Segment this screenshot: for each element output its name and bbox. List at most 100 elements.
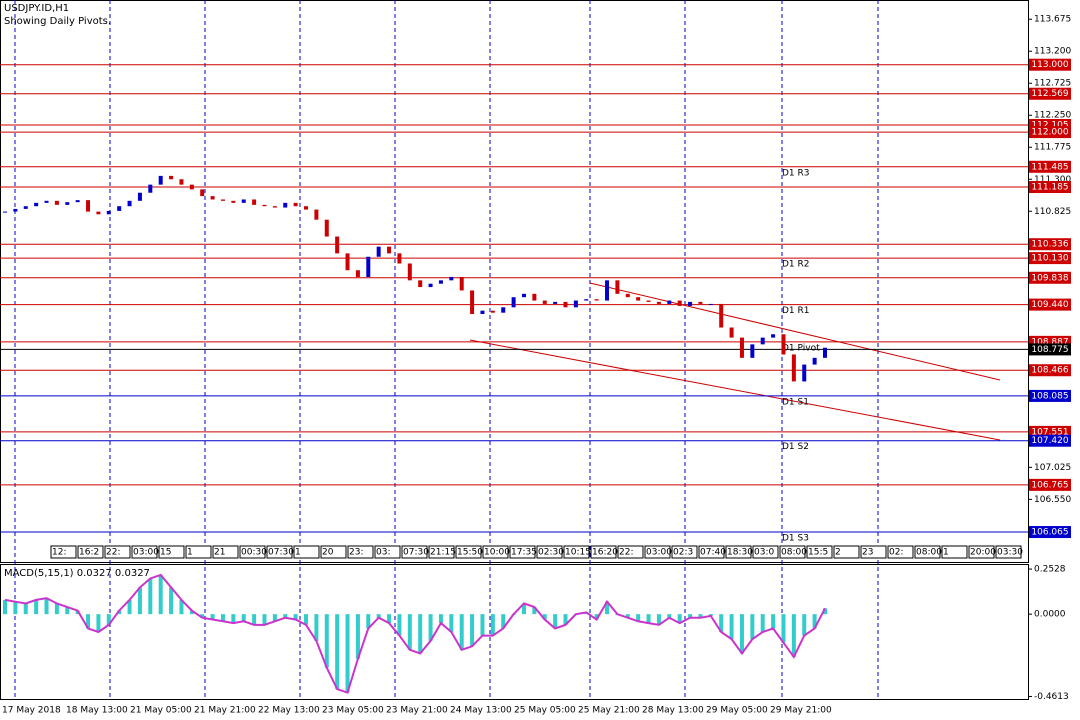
macd-title: MACD(5,15,1) 0.0327 0.0327 xyxy=(4,568,150,579)
macd-bar xyxy=(200,614,205,618)
y-tick-label: 0.0000 xyxy=(1034,610,1066,620)
time-tag: 1 xyxy=(295,548,301,558)
level-tag xyxy=(1029,478,1071,491)
time-tag: 08:00 xyxy=(916,548,942,558)
level-label: 108.887 xyxy=(1031,337,1068,347)
pivot-label: D1 R1 xyxy=(782,306,810,316)
level-label: 106.765 xyxy=(1031,480,1068,490)
macd-bar xyxy=(220,614,225,622)
level-label: 112.000 xyxy=(1031,128,1068,138)
macd-bar xyxy=(137,587,142,615)
y-tick-label: 0.2528 xyxy=(1034,565,1066,575)
macd-bar xyxy=(86,614,91,629)
time-tag-box xyxy=(104,545,131,559)
candle xyxy=(532,293,537,301)
candle xyxy=(449,276,454,281)
time-tag-box xyxy=(212,545,239,559)
macd-bar xyxy=(179,599,184,615)
x-tick-label: 22 May 13:00 xyxy=(258,706,320,716)
time-tag: 03:30 xyxy=(997,548,1023,558)
candle xyxy=(594,299,599,301)
level-label: 109.440 xyxy=(1031,300,1068,310)
macd-bar xyxy=(283,614,288,618)
level-label: 108.466 xyxy=(1031,366,1068,376)
candle xyxy=(127,200,132,207)
level-tag xyxy=(1029,252,1071,265)
macd-bar xyxy=(729,614,734,640)
candle xyxy=(418,280,423,288)
candle xyxy=(241,199,246,203)
candle xyxy=(438,280,443,284)
macd-bar xyxy=(667,614,672,618)
macd-bar xyxy=(272,614,277,622)
macd-bar xyxy=(605,601,610,615)
x-tick-label: 21 May 21:00 xyxy=(194,706,256,716)
price-frame xyxy=(0,0,1029,563)
macd-bar xyxy=(594,614,599,620)
macd-bar xyxy=(646,614,651,624)
candle xyxy=(625,293,630,298)
macd-bar xyxy=(438,614,443,624)
candle xyxy=(667,300,672,304)
candle xyxy=(656,301,661,304)
macd-bar xyxy=(23,603,28,615)
time-tag-box xyxy=(968,545,995,559)
y-tick-label: 111.775 xyxy=(1034,143,1071,153)
time-tag: 03:00 xyxy=(646,548,672,558)
time-tag: 08:00 xyxy=(781,548,807,558)
time-tag: 1 xyxy=(943,548,949,558)
macd-bar xyxy=(698,614,703,618)
time-tag: 10:00 xyxy=(484,548,510,558)
macd-bar xyxy=(532,607,537,615)
time-tag-box xyxy=(995,545,1022,559)
candle xyxy=(708,303,713,305)
time-tag: 16:2 xyxy=(79,548,99,558)
time-tag: 2 xyxy=(835,548,841,558)
time-tag: 02:3 xyxy=(673,548,693,558)
time-tag: 17:35 xyxy=(511,548,537,558)
pivot-label: D1 S3 xyxy=(782,534,809,544)
macd-bar xyxy=(521,603,526,615)
time-tag: 20:00 xyxy=(970,548,996,558)
macd-bar xyxy=(418,614,423,654)
time-tag: 03: xyxy=(376,548,390,558)
candle xyxy=(272,206,277,208)
time-tag: 02: xyxy=(889,548,903,558)
y-tick-label: 112.725 xyxy=(1034,79,1071,89)
macd-frame xyxy=(0,564,1029,700)
time-tag: 22: xyxy=(619,548,633,558)
time-tag: 07:30 xyxy=(268,548,294,558)
time-tag: 12: xyxy=(52,548,66,558)
time-tag-box xyxy=(239,545,266,559)
level-tag xyxy=(1029,87,1071,100)
time-tag: 21:15 xyxy=(430,548,456,558)
macd-bar xyxy=(13,601,18,615)
candle xyxy=(553,301,558,304)
candle xyxy=(106,210,111,215)
candle xyxy=(75,200,80,203)
candle xyxy=(86,200,91,212)
time-tag: 16:20 xyxy=(592,548,618,558)
level-tag xyxy=(1029,238,1071,251)
candle xyxy=(324,219,329,237)
pivot-label: D1 S2 xyxy=(782,442,809,452)
macd-bar xyxy=(252,614,257,625)
time-tag-box xyxy=(50,545,77,559)
macd-bar xyxy=(490,614,495,636)
time-tag-box xyxy=(77,545,104,559)
time-tag: 07:40 xyxy=(700,548,726,558)
time-tag: 1 xyxy=(187,548,193,558)
candle xyxy=(335,236,340,254)
time-tag: 23 xyxy=(862,548,873,558)
time-tag-box xyxy=(158,545,185,559)
time-tag: 15:50 xyxy=(457,548,483,558)
time-tag-box xyxy=(671,545,698,559)
time-tag: 23: xyxy=(349,548,363,558)
candle xyxy=(148,184,153,193)
macd-bar xyxy=(304,614,309,625)
pivot-label: D1 S1 xyxy=(782,397,809,407)
level-label: 106.065 xyxy=(1031,528,1068,538)
macd-bar xyxy=(169,587,174,615)
x-tick-label: 18 May 13:00 xyxy=(66,706,128,716)
